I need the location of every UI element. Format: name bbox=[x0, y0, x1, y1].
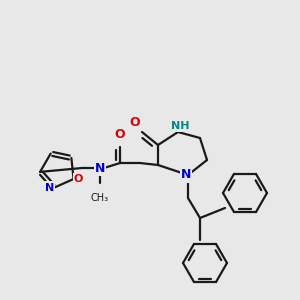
Text: N: N bbox=[45, 183, 54, 193]
Text: NH: NH bbox=[171, 121, 189, 131]
Text: O: O bbox=[130, 116, 140, 128]
Text: N: N bbox=[181, 169, 191, 182]
Text: O: O bbox=[115, 128, 125, 142]
Text: O: O bbox=[74, 174, 83, 184]
Text: CH₃: CH₃ bbox=[91, 193, 109, 203]
Text: N: N bbox=[95, 161, 105, 175]
